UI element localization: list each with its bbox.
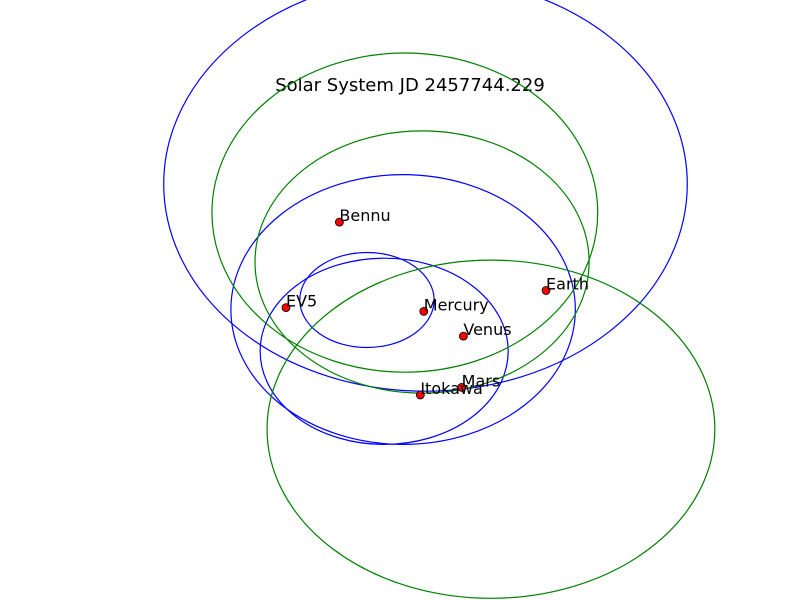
orbit-mercury (299, 251, 435, 349)
marker-itokawa (415, 390, 425, 400)
label-ev5: EV5 (286, 292, 317, 311)
marker-ev5 (281, 303, 291, 313)
label-venus: Venus (463, 320, 511, 339)
marker-mars (457, 382, 467, 392)
orbit-bennu (211, 52, 599, 373)
chart-title: Solar System JD 2457744.229 (275, 75, 545, 96)
marker-bennu (334, 217, 344, 227)
marker-mercury (419, 306, 429, 316)
orbit-earth (230, 174, 576, 445)
label-bennu: Bennu (339, 206, 390, 225)
label-earth: Earth (546, 275, 589, 294)
label-mercury: Mercury (424, 295, 489, 314)
label-mars: Mars (462, 371, 501, 390)
orbits-layer (163, 0, 716, 599)
marker-earth (541, 286, 551, 295)
marker-venus (458, 331, 468, 341)
orbit-itokawa (266, 259, 716, 599)
orbit-mars (163, 0, 688, 392)
orbit-venus (259, 257, 509, 445)
label-itokawa: Itokawa (420, 379, 482, 398)
bodies-layer: Mercury Venus Earth Mars Bennu EV5 Itokawa (281, 206, 589, 400)
